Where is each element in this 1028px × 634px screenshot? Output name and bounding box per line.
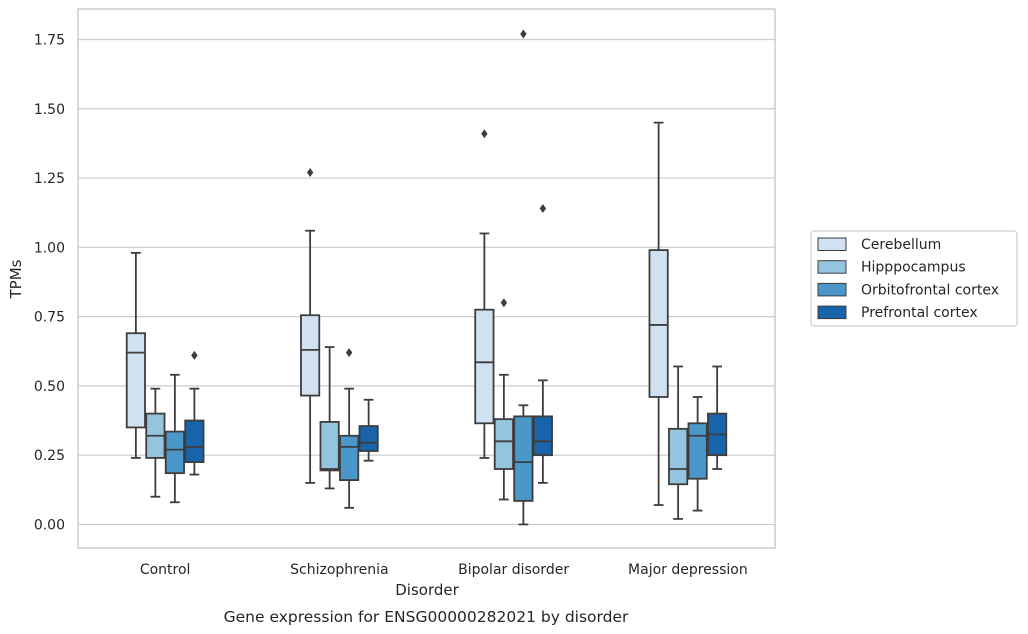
box-3-0 xyxy=(648,121,669,506)
outlier-point xyxy=(345,348,353,358)
legend-label-2: Orbitofrontal cortex xyxy=(861,282,999,298)
legend-label-1: Hipppocampus xyxy=(861,260,966,276)
x-tick-label-2: Bipolar disorder xyxy=(458,562,569,578)
box-0-2 xyxy=(164,373,185,504)
box-body xyxy=(319,421,340,472)
legend-frame xyxy=(810,230,1018,327)
legend: Cerebellum Hipppocampus Orbitofrontal cort… xyxy=(810,230,1018,327)
box-body xyxy=(513,415,534,502)
y-tick-label-7: 1.75 xyxy=(34,32,65,48)
box-layer xyxy=(125,29,728,526)
box-0-1 xyxy=(145,387,166,498)
box-body xyxy=(493,418,514,470)
box-body xyxy=(668,427,689,486)
outlier-point xyxy=(520,29,527,39)
outlier-point xyxy=(500,298,508,308)
box-body xyxy=(474,308,495,425)
box-2-0 xyxy=(474,129,495,459)
x-tick-label-3: Major depression xyxy=(628,562,748,578)
legend-swatch-0 xyxy=(817,237,847,251)
box-2-3 xyxy=(532,204,553,484)
box-body xyxy=(300,314,321,397)
box-3-2 xyxy=(687,396,708,512)
y-axis-label: TPMs xyxy=(7,259,25,299)
box-body xyxy=(184,419,205,463)
legend-label-3: Prefrontal cortex xyxy=(861,305,978,321)
box-3-1 xyxy=(668,365,689,520)
legend-swatch-1 xyxy=(817,260,847,274)
box-1-2 xyxy=(339,348,360,509)
chart-caption: Gene expression for ENSG00000282021 by d… xyxy=(224,608,629,626)
outlier-point xyxy=(306,168,314,178)
legend-label-0: Cerebellum xyxy=(861,237,941,253)
x-tick-label-1: Schizophrenia xyxy=(290,562,388,578)
box-1-0 xyxy=(300,168,321,484)
y-tick-label-4: 1.00 xyxy=(34,240,65,256)
box-3-3 xyxy=(707,365,728,470)
y-tick-label-6: 1.50 xyxy=(34,102,65,118)
outlier-point xyxy=(191,350,198,360)
box-body xyxy=(339,434,360,482)
box-body xyxy=(532,415,553,457)
outlier-point xyxy=(481,129,488,139)
y-tick-label-2: 0.50 xyxy=(34,379,65,395)
box-2-1 xyxy=(493,298,514,501)
y-tick-label-5: 1.25 xyxy=(34,171,65,187)
box-1-3 xyxy=(358,398,379,462)
box-body xyxy=(164,430,185,475)
box-body xyxy=(358,425,379,452)
box-1-1 xyxy=(319,346,340,490)
legend-swatch-2 xyxy=(817,282,847,297)
box-0-0 xyxy=(125,251,146,459)
y-tick-label-1: 0.25 xyxy=(34,448,65,464)
box-body xyxy=(125,332,146,429)
x-tick-label-0: Control xyxy=(140,562,191,578)
box-body xyxy=(687,422,708,480)
box-2-2 xyxy=(513,29,534,526)
plot-frame xyxy=(77,8,776,549)
box-0-3 xyxy=(184,350,205,476)
legend-swatch-3 xyxy=(817,305,847,320)
y-tick-label-0: 0.00 xyxy=(34,517,65,533)
x-axis-label: Disorder xyxy=(395,581,459,599)
y-tick-label-3: 0.75 xyxy=(34,310,65,326)
box-body xyxy=(648,249,669,398)
tick-labels: 0.00 0.25 0.50 0.75 1.00 1.25 1.50 1.75 Control S… xyxy=(34,32,748,578)
outlier-point xyxy=(539,204,547,214)
